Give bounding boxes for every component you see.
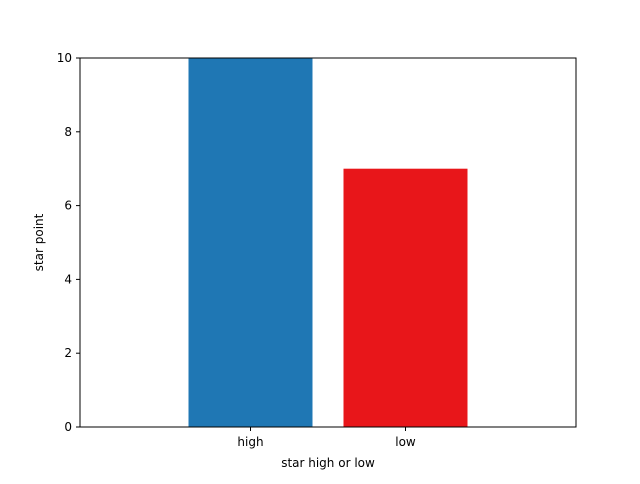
y-tick-label: 10 (57, 51, 72, 65)
y-axis-ticks: 0 2 4 6 8 10 (57, 51, 80, 434)
y-tick-label: 0 (64, 420, 72, 434)
bar-low (343, 168, 468, 427)
y-tick-label: 8 (64, 125, 72, 139)
y-tick-label: 6 (64, 199, 72, 213)
y-tick-label: 2 (64, 346, 72, 360)
x-axis-label: star high or low (281, 456, 375, 470)
bar-high (188, 58, 313, 427)
x-axis-ticks: high low (237, 427, 416, 449)
x-tick-label: high (237, 435, 263, 449)
x-tick-label: low (395, 435, 416, 449)
y-tick-label: 4 (64, 272, 72, 286)
plot-frame (79, 57, 577, 428)
y-axis-label: star point (32, 213, 46, 271)
bars-layer (188, 58, 468, 427)
